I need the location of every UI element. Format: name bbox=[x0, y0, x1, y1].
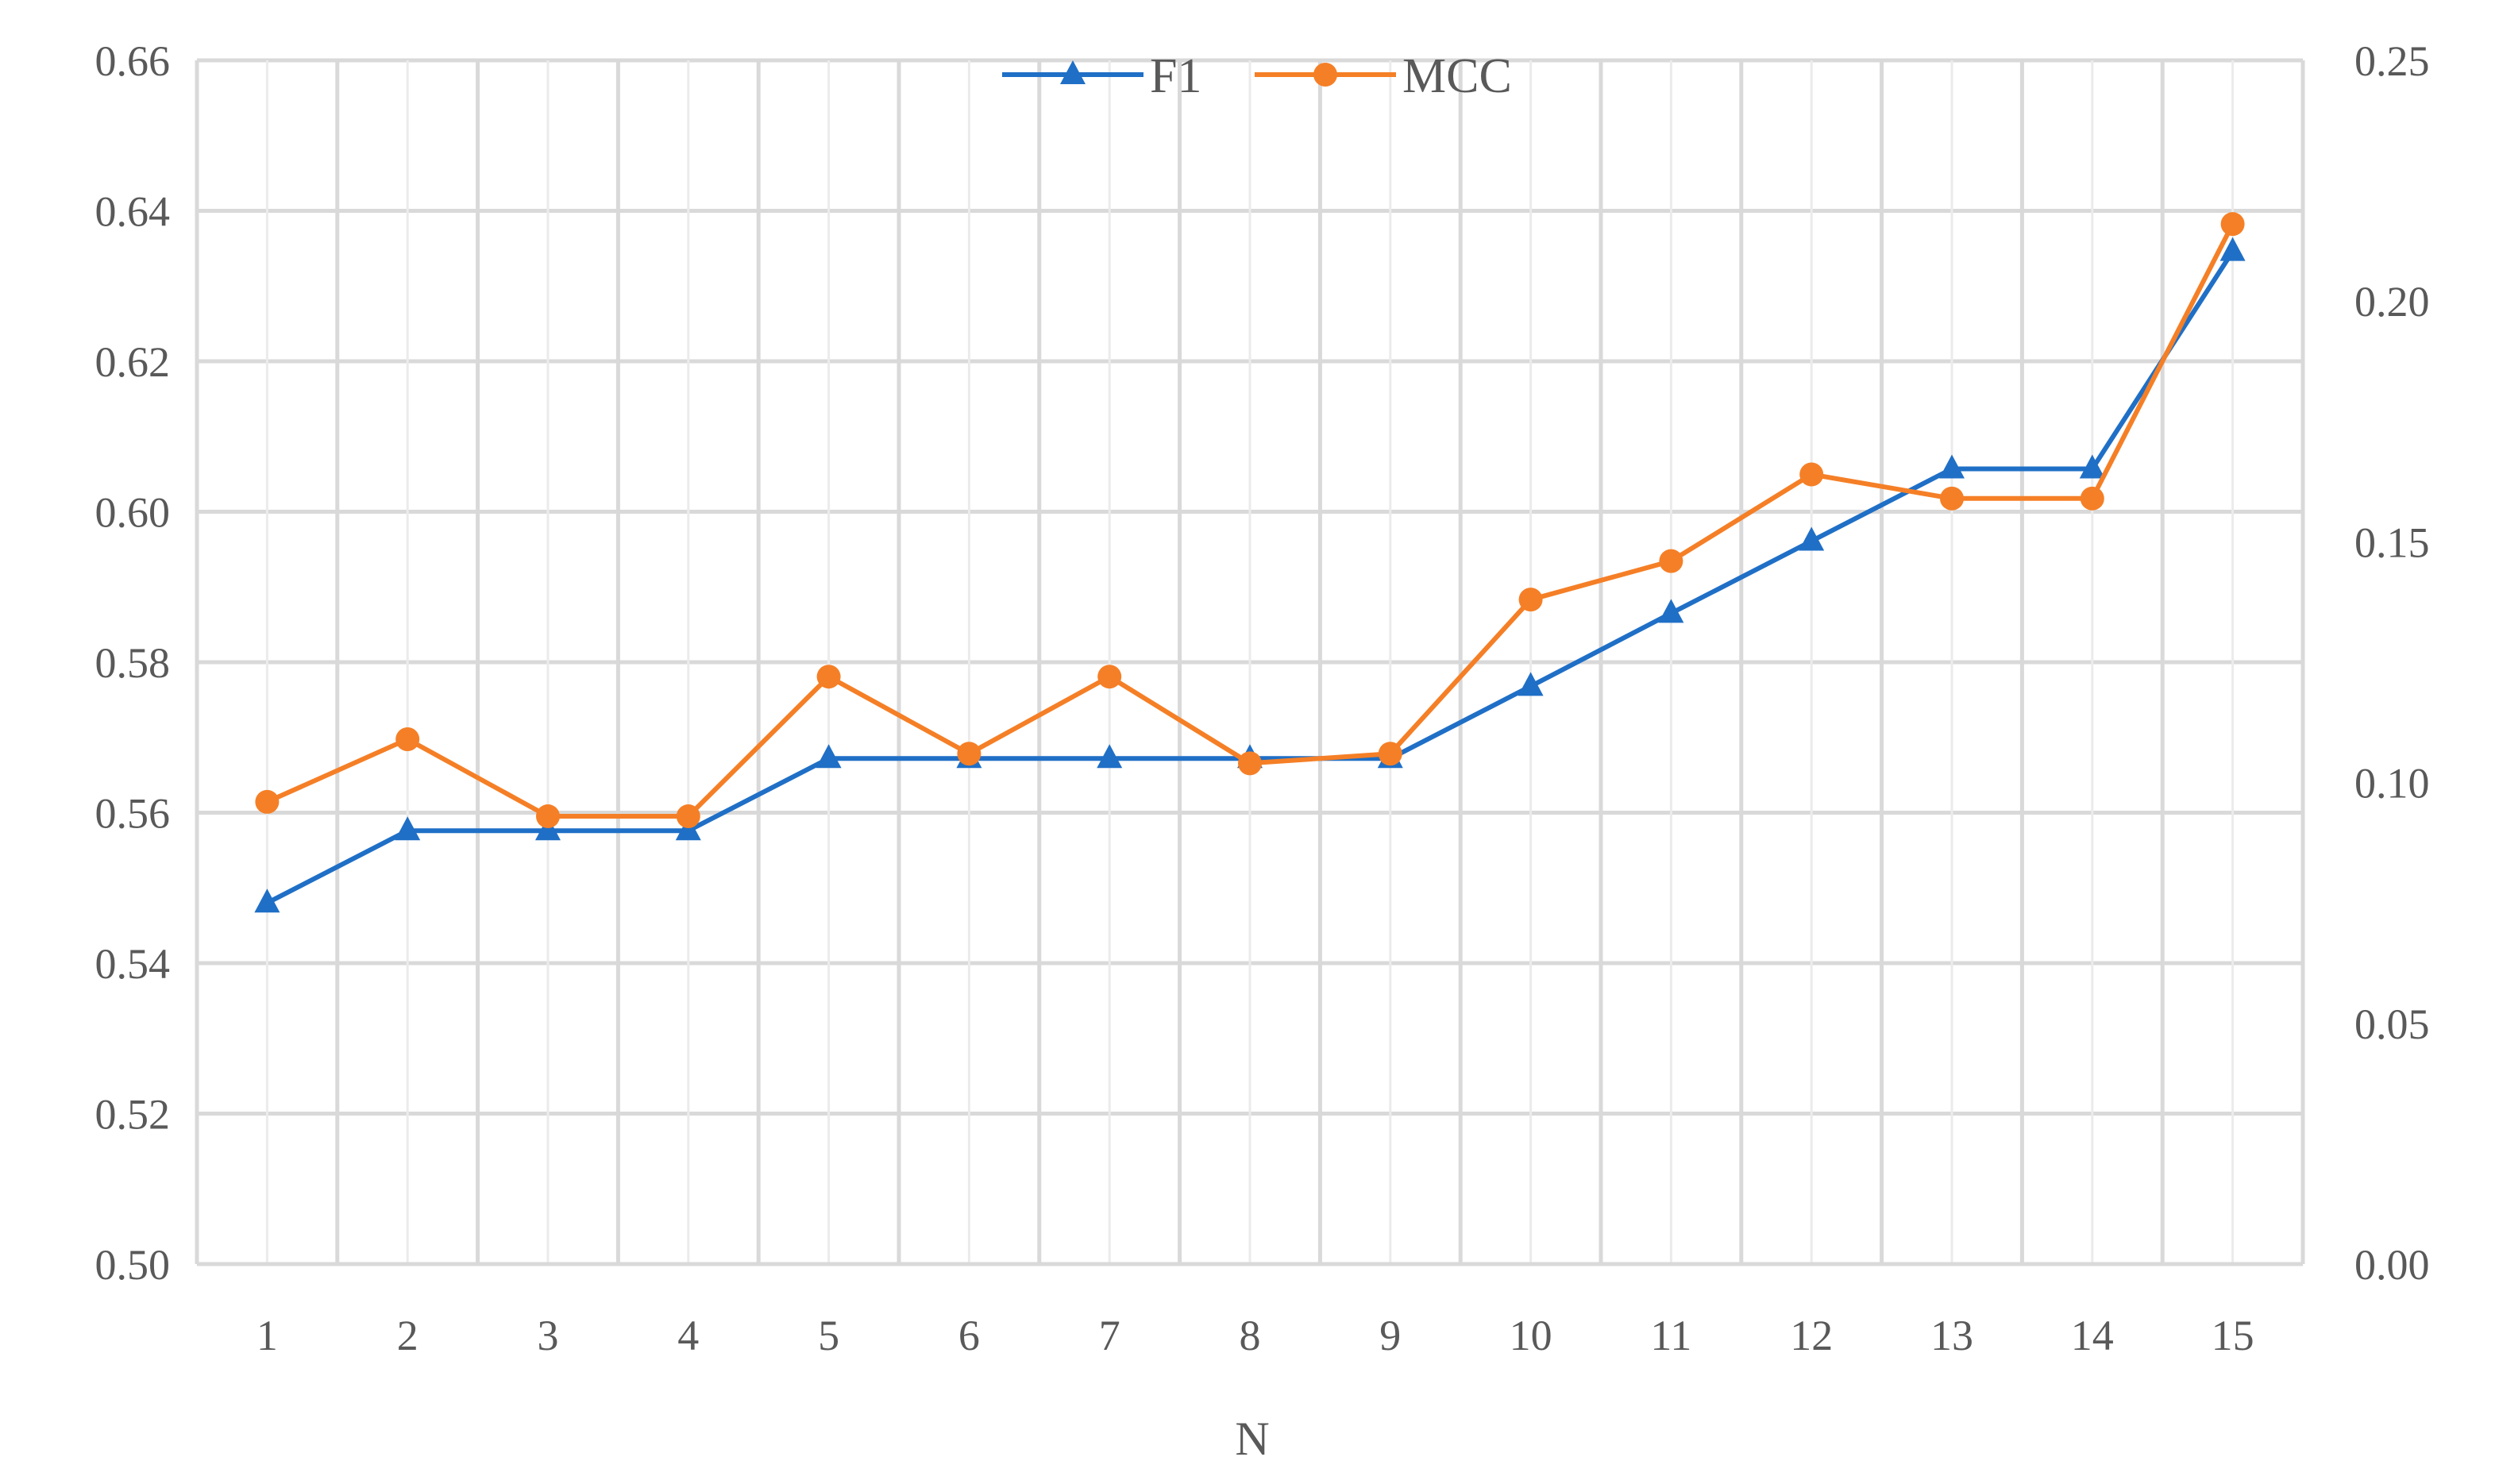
x-tick-label: 5 bbox=[818, 1312, 839, 1359]
data-point-mcc bbox=[2220, 212, 2245, 237]
legend: F1 MCC bbox=[1002, 49, 1512, 103]
y-tick-label: 0.56 bbox=[95, 790, 171, 838]
y-tick-label: 0.54 bbox=[95, 940, 171, 988]
legend-marker-f1 bbox=[1060, 60, 1086, 84]
y2-tick-label: 0.15 bbox=[2354, 518, 2430, 566]
x-tick-label: 7 bbox=[1099, 1312, 1120, 1359]
data-point-mcc bbox=[1238, 751, 1262, 776]
legend-label-f1: F1 bbox=[1150, 49, 1201, 103]
data-point-f1 bbox=[675, 816, 701, 841]
data-point-mcc bbox=[1518, 588, 1543, 612]
data-point-mcc bbox=[536, 804, 560, 829]
x-tick-label: 6 bbox=[958, 1312, 980, 1359]
data-point-mcc bbox=[395, 727, 420, 752]
axes: 0.50 0.52 0.54 0.56 0.58 0.60 0.62 0.64 0.66 0.00… bbox=[95, 37, 2430, 1359]
data-point-f1 bbox=[254, 888, 280, 913]
x-tick-label: 10 bbox=[1510, 1312, 1552, 1359]
data-point-f1 bbox=[2219, 237, 2246, 261]
data-point-f1 bbox=[1799, 526, 1825, 551]
data-point-mcc bbox=[255, 789, 280, 814]
x-tick-label: 12 bbox=[1790, 1312, 1833, 1359]
data-point-f1 bbox=[1939, 454, 1965, 479]
x-tick-label: 15 bbox=[2212, 1312, 2254, 1359]
y2-tick-label: 0.00 bbox=[2354, 1241, 2430, 1289]
grid bbox=[195, 58, 2305, 1266]
x-tick-label: 8 bbox=[1240, 1312, 1261, 1359]
x-tick-label: 2 bbox=[397, 1312, 418, 1359]
x-tick-label: 3 bbox=[538, 1312, 559, 1359]
data-point-mcc bbox=[2080, 486, 2104, 511]
data-point-f1 bbox=[1658, 599, 1684, 623]
x-tick-label: 9 bbox=[1379, 1312, 1401, 1359]
x-tick-label: 14 bbox=[2071, 1312, 2114, 1359]
data-point-mcc bbox=[1940, 486, 1964, 511]
y2-tick-label: 0.25 bbox=[2354, 37, 2430, 85]
legend-label-mcc: MCC bbox=[1402, 49, 1512, 103]
data-point-f1 bbox=[816, 744, 842, 769]
y2-tick-label: 0.20 bbox=[2354, 278, 2430, 326]
data-point-f1 bbox=[1097, 744, 1123, 769]
data-point-mcc bbox=[816, 665, 841, 689]
x-tick-label: 1 bbox=[256, 1312, 278, 1359]
y-tick-label: 0.58 bbox=[95, 639, 171, 687]
x-tick-label: 13 bbox=[1930, 1312, 1973, 1359]
y2-tick-label: 0.10 bbox=[2354, 760, 2430, 808]
y-tick-label: 0.50 bbox=[95, 1241, 171, 1289]
data-point-mcc bbox=[1097, 665, 1122, 689]
data-point-f1 bbox=[2079, 454, 2105, 479]
data-point-f1 bbox=[395, 816, 421, 841]
data-point-mcc bbox=[1378, 742, 1402, 766]
y2-tick-label: 0.05 bbox=[2354, 1000, 2430, 1048]
data-point-mcc bbox=[676, 804, 700, 829]
data-point-f1 bbox=[1518, 672, 1544, 696]
x-tick-label: 4 bbox=[677, 1312, 699, 1359]
data-point-f1 bbox=[535, 816, 561, 841]
series-layer bbox=[254, 212, 2246, 913]
y-tick-label: 0.60 bbox=[95, 489, 171, 537]
y-tick-label: 0.62 bbox=[95, 338, 171, 386]
y-tick-label: 0.66 bbox=[95, 37, 171, 85]
data-point-mcc bbox=[1659, 549, 1683, 573]
y-tick-label: 0.64 bbox=[95, 188, 171, 236]
x-tick-label: 11 bbox=[1650, 1312, 1691, 1359]
x-axis-title: N bbox=[1235, 1413, 1269, 1465]
data-point-mcc bbox=[1799, 462, 1824, 487]
data-point-mcc bbox=[957, 742, 981, 766]
legend-marker-mcc bbox=[1313, 63, 1337, 87]
y-tick-label: 0.52 bbox=[95, 1091, 171, 1139]
